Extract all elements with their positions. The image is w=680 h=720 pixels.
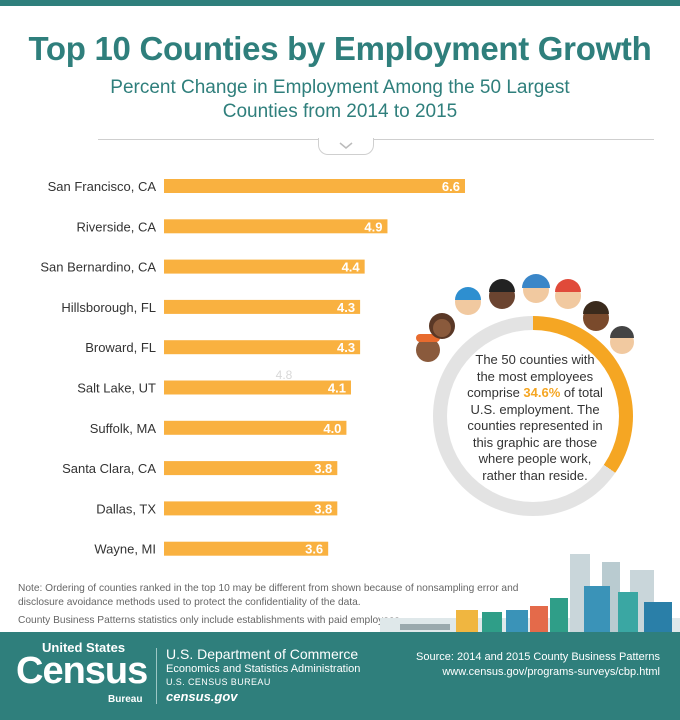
- bar: [164, 541, 329, 556]
- callout-text-before: The 50 counties with the most employees …: [467, 352, 595, 400]
- worker-2-icon: [429, 313, 455, 339]
- department-block: U.S. Department of Commerce Economics an…: [166, 646, 360, 704]
- bar: [164, 380, 351, 395]
- logo-bureau: Bureau: [108, 694, 143, 705]
- bar-chart: San Francisco, CA 6.6 Riverside, CA 4.9 San …: [40, 179, 465, 557]
- admin-name: Economics and Statistics Administration: [166, 663, 361, 675]
- note-paid-employees: County Business Patterns statistics only…: [18, 615, 403, 626]
- logo-united-states: United States: [42, 640, 126, 655]
- callout-highlight: 34.6%: [523, 385, 561, 400]
- chevron-down-tab[interactable]: [318, 138, 374, 155]
- workers-illustration: [410, 272, 650, 377]
- category-label: San Francisco, CA: [48, 179, 157, 194]
- employment-share-ring: [433, 316, 633, 516]
- bar-value-label: 3.8: [314, 461, 332, 476]
- category-label: San Bernardino, CA: [40, 260, 156, 275]
- worker-6-icon: [555, 279, 581, 309]
- city-skyline-illustration: [370, 548, 680, 639]
- note-ordering: Note: Ordering of counties ranked in the…: [18, 583, 519, 608]
- callout-text-after: of total U.S. employment. The counties r…: [467, 385, 603, 483]
- worker-3-icon: [455, 287, 481, 315]
- category-label: Broward, FL: [85, 340, 156, 355]
- source-text: Source: 2014 and 2015 County Business Pa…: [416, 651, 660, 663]
- bar-value-label: 4.3: [337, 300, 355, 315]
- bar: [164, 299, 361, 314]
- bar: [164, 259, 365, 274]
- page-title: Top 10 Counties by Employment Growth: [28, 30, 652, 67]
- bar: [164, 420, 347, 435]
- category-label: Riverside, CA: [77, 219, 157, 234]
- bar: [164, 179, 465, 193]
- bar: [164, 461, 338, 476]
- bar-value-label: 4.3: [337, 340, 355, 355]
- stray-value-label: 4.8: [276, 368, 293, 382]
- site-link[interactable]: census.gov: [166, 689, 238, 704]
- bar-value-label: 6.6: [442, 179, 460, 194]
- source-url[interactable]: www.census.gov/programs-surveys/cbp.html: [442, 666, 660, 678]
- top-accent-bar: [0, 0, 680, 6]
- logo-census: Census: [16, 650, 148, 692]
- worker-7-icon: [583, 301, 609, 331]
- footer: United States Census Bureau U.S. Departm…: [0, 632, 680, 720]
- divider: [98, 139, 654, 140]
- worker-5-icon: [522, 274, 550, 303]
- bar: [164, 340, 361, 355]
- bar: [164, 219, 388, 234]
- source-block: Source: 2014 and 2015 County Business Pa…: [416, 650, 660, 680]
- bar-value-label: 4.9: [364, 219, 382, 234]
- worker-8-icon: [610, 326, 634, 354]
- worker-4-icon: [489, 279, 515, 309]
- worker-1-icon: [416, 334, 440, 362]
- category-label: Wayne, MI: [94, 542, 156, 557]
- category-label: Salt Lake, UT: [77, 381, 156, 396]
- dept-name: U.S. Department of Commerce: [166, 646, 359, 662]
- bar-value-label: 3.6: [305, 542, 323, 557]
- chevron-down-icon: [339, 142, 353, 149]
- category-label: Suffolk, MA: [90, 421, 157, 436]
- employment-callout-text: The 50 counties with the most employees …: [465, 352, 605, 484]
- bar-value-label: 4.4: [342, 260, 361, 275]
- bar-value-label: 4.1: [328, 381, 346, 396]
- category-label: Hillsborough, FL: [61, 300, 156, 315]
- category-label: Dallas, TX: [96, 501, 156, 516]
- page-subtitle: Percent Change in Employment Among the 5…: [110, 77, 570, 122]
- bar: [164, 501, 338, 516]
- bureau-name: U.S. CENSUS BUREAU: [166, 677, 271, 687]
- footer-divider: [156, 648, 157, 704]
- bar-value-label: 3.8: [314, 501, 332, 516]
- bar-value-label: 4.0: [323, 421, 341, 436]
- category-label: Santa Clara, CA: [62, 461, 156, 476]
